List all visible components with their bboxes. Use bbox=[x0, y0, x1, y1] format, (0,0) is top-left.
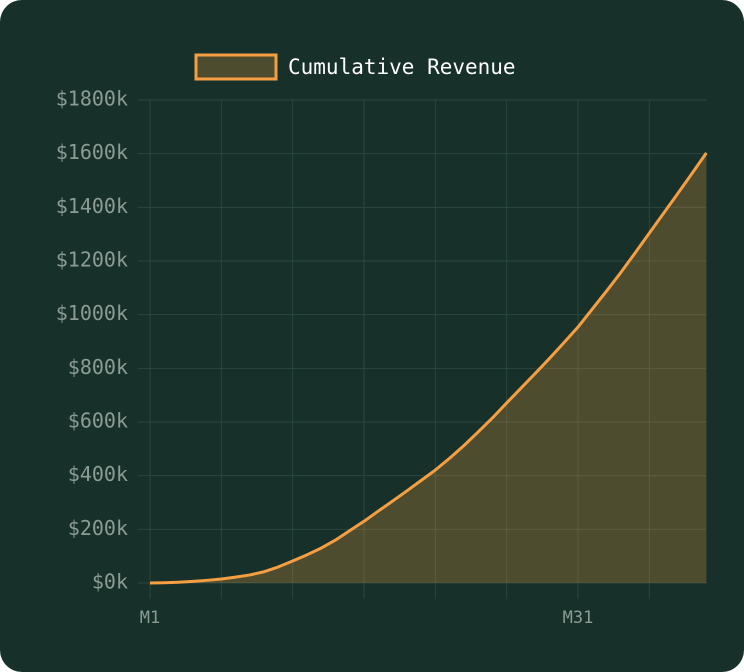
x-tick-label: M31 bbox=[563, 608, 594, 628]
area bbox=[150, 152, 707, 583]
y-tick-label: $200k bbox=[68, 516, 128, 540]
y-tick-label: $1400k bbox=[56, 194, 128, 218]
legend-label: Cumulative Revenue bbox=[288, 55, 516, 79]
y-tick-label: $1800k bbox=[56, 87, 128, 111]
y-tick-label: $600k bbox=[68, 409, 128, 433]
y-tick-label: $800k bbox=[68, 355, 128, 379]
y-tick-label: $1600k bbox=[56, 140, 128, 164]
y-tick-label: $1200k bbox=[56, 248, 128, 272]
legend-swatch bbox=[194, 53, 278, 81]
x-tick-label: M1 bbox=[140, 608, 160, 628]
y-tick-label: $1000k bbox=[56, 301, 128, 325]
line bbox=[149, 152, 708, 585]
y-tick-label: $400k bbox=[68, 462, 128, 486]
y-tick-label: $0k bbox=[92, 570, 128, 594]
